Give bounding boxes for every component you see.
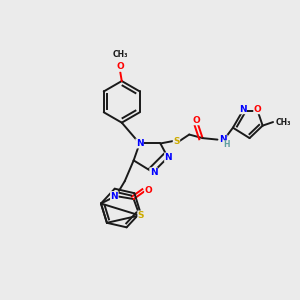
- Text: N: N: [165, 153, 172, 162]
- Text: N: N: [110, 192, 118, 201]
- Text: S: S: [173, 136, 180, 146]
- Text: CH₃: CH₃: [275, 118, 291, 127]
- Text: N: N: [239, 105, 247, 114]
- Text: H: H: [223, 140, 229, 149]
- Text: N: N: [136, 139, 143, 148]
- Text: N: N: [150, 168, 158, 177]
- Text: O: O: [254, 105, 262, 114]
- Text: CH₃: CH₃: [112, 50, 128, 59]
- Text: O: O: [145, 186, 152, 195]
- Text: O: O: [116, 62, 124, 71]
- Text: O: O: [193, 116, 200, 125]
- Text: N: N: [220, 135, 227, 144]
- Text: S: S: [138, 211, 144, 220]
